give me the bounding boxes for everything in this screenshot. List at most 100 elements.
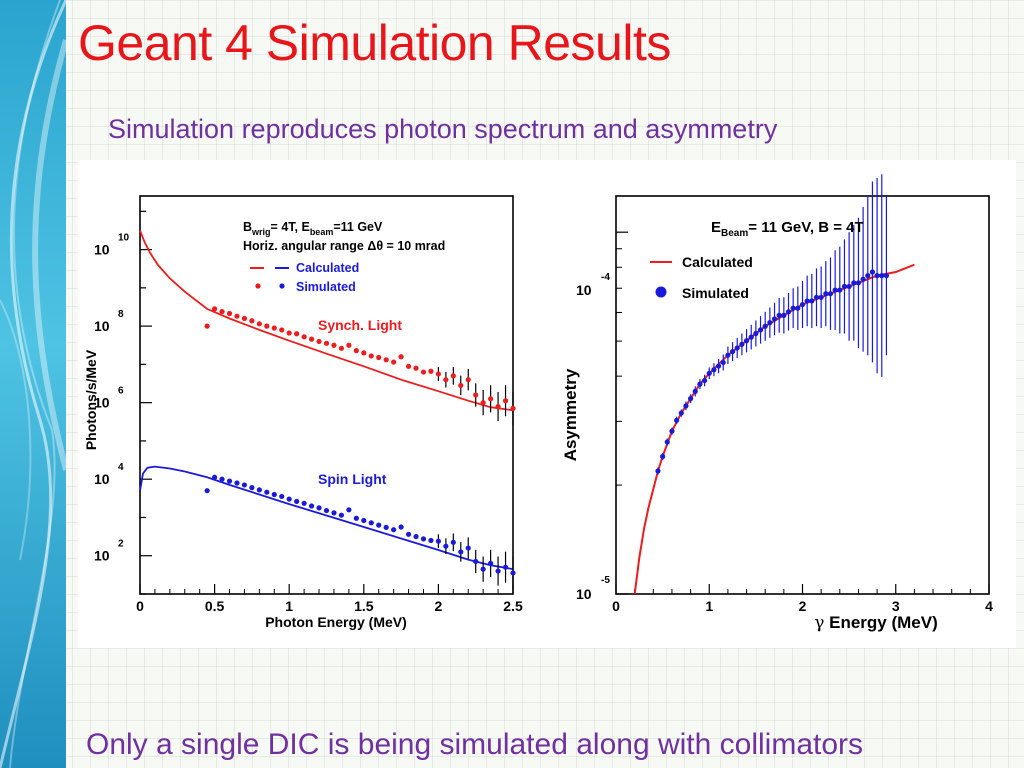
spectrum-legend-calculated: Calculated: [296, 261, 359, 275]
spin-light-simulated-point: [458, 549, 464, 555]
spin-light-simulated-point: [480, 566, 486, 572]
asymmetry-simulated-point: [879, 273, 885, 279]
asymmetry-simulated-point: [781, 312, 787, 318]
asymmetry-x-label: γ Energy (MeV): [814, 613, 938, 633]
spectrum-chart: 0 0.5 1 1.5 2 2.5 10 2 10 4 10 6 10 8 10 10 Bwrig= 4T,…: [83, 195, 523, 630]
asymmetry-xtick-label: 2: [799, 598, 807, 614]
asymmetry-simulated-point: [799, 301, 806, 308]
synch-light-simulated-point: [428, 368, 434, 374]
asymmetry-simulated-point: [655, 468, 661, 474]
spin-light-simulated-point: [226, 478, 233, 484]
asymmetry-simulated-point: [823, 291, 829, 297]
asymmetry-simulated-point: [837, 287, 843, 293]
synch-light-simulated-point: [450, 373, 456, 379]
asymmetry-simulated-point: [883, 273, 890, 279]
synch-light-calculated-curve: [139, 230, 514, 412]
spin-light-simulated-point: [502, 564, 509, 570]
asymmetry-simulated-point: [841, 283, 848, 290]
asymmetry-simulated-point: [674, 417, 680, 423]
spin-light-simulated-point: [346, 507, 352, 513]
spectrum-points: [204, 306, 516, 590]
spin-light-simulated-point: [450, 539, 456, 545]
asymmetry-x-axis: 0 1 2 3 4: [612, 584, 993, 614]
synch-light-simulated-point: [405, 363, 412, 369]
spectrum-ytick-label: 10: [94, 395, 110, 411]
spectrum-ytick-label: 10: [94, 242, 110, 258]
asymmetry-simulated-point: [846, 283, 852, 290]
spin-light-simulated-point: [495, 568, 501, 574]
synch-light-simulated-point: [488, 396, 494, 402]
spin-light-simulated-point: [279, 493, 285, 500]
synch-light-simulated-point: [271, 325, 277, 331]
spin-light-simulated-point: [219, 476, 225, 482]
asymmetry-ytick-exp-bottom: -5: [601, 575, 610, 586]
asymmetry-ytick-base-top: 10: [576, 282, 592, 298]
asymmetry-simulated-point: [711, 367, 717, 373]
spectrum-xtick-label: 2: [435, 598, 443, 614]
spin-light-simulated-point: [383, 524, 389, 531]
asymmetry-simulated-point: [753, 330, 759, 337]
asymmetry-simulated-point: [683, 403, 689, 409]
synch-light-simulated-point: [361, 350, 367, 356]
spin-light-simulated-point: [413, 533, 419, 540]
asymmetry-simulated-point: [720, 359, 726, 366]
sidebar-decoration: [0, 0, 66, 768]
synch-light-label: Synch. Light: [318, 317, 402, 333]
synch-light-simulated-point: [219, 308, 225, 315]
spin-light-simulated-point: [428, 537, 434, 544]
synch-light-simulated-point: [264, 323, 270, 329]
asymmetry-legend-calculated: Calculated: [682, 254, 753, 270]
spectrum-legend-simulated: Simulated: [296, 280, 356, 294]
spectrum-x-axis: 0 0.5 1 1.5 2 2.5: [136, 584, 523, 614]
asymmetry-simulated-point: [734, 345, 740, 351]
synch-light-simulated-point: [502, 398, 509, 404]
asymmetry-xtick-label: 1: [705, 598, 713, 614]
spin-light-simulated-point: [353, 515, 359, 521]
figure-panel: 0 0.5 1 1.5 2 2.5 10 2 10 4 10 6 10 8 10 10 Bwrig= 4T,…: [78, 160, 1016, 648]
asymmetry-simulated-point: [869, 269, 876, 275]
asymmetry-simulated-point: [701, 377, 708, 384]
spin-light-simulated-point: [361, 517, 367, 524]
asymmetry-legend-simulated: Simulated: [682, 285, 749, 301]
synch-light-simulated-point: [495, 403, 501, 410]
spin-light-simulated-point: [323, 507, 330, 514]
asymmetry-simulated-point: [785, 309, 792, 315]
synch-light-simulated-point: [301, 334, 307, 340]
spin-light-simulated-point: [294, 498, 300, 504]
asymmetry-simulated-point: [669, 428, 675, 434]
spectrum-ytick-exp: 4: [118, 462, 124, 473]
synch-light-simulated-point: [323, 340, 330, 346]
spin-light-simulated-point: [376, 522, 382, 528]
spin-light-label: Spin Light: [318, 471, 387, 487]
synch-light-simulated-point: [204, 323, 210, 329]
synch-light-simulated-point: [510, 405, 516, 411]
legend-simulated-blue-dot: [279, 283, 285, 289]
spectrum-curves: [139, 230, 514, 570]
synch-light-simulated-point: [279, 327, 285, 333]
asymmetry-y-label: Asymmetry: [561, 368, 580, 461]
spin-light-simulated-point: [435, 538, 441, 544]
asymmetry-simulated-point: [813, 294, 820, 300]
spectrum-ytick-label: 10: [94, 548, 110, 564]
slide-subtitle: Simulation reproduces photon spectrum an…: [108, 114, 778, 144]
synch-light-simulated-point: [212, 306, 218, 312]
spectrum-xtick-label: 2.5: [503, 598, 523, 614]
spin-light-simulated-point: [510, 570, 516, 576]
asymmetry-simulated-point: [855, 280, 862, 286]
spin-light-simulated-point: [488, 560, 494, 566]
spin-light-simulated-point: [301, 500, 307, 506]
synch-light-simulated-point: [226, 310, 233, 317]
asymmetry-plot-frame: [615, 195, 990, 595]
synch-light-simulated-point: [346, 342, 352, 348]
spin-light-simulated-point: [264, 489, 270, 495]
synch-light-simulated-point: [376, 354, 382, 361]
asymmetry-ytick-exp-top: -4: [601, 272, 610, 283]
spin-light-simulated-point: [212, 474, 218, 480]
spin-light-simulated-point: [204, 488, 210, 494]
spectrum-plot-frame: [139, 195, 514, 595]
synch-light-simulated-point: [331, 342, 337, 348]
spin-light-calculated-curve: [139, 465, 514, 570]
spin-light-simulated-point: [338, 512, 345, 518]
synch-light-simulated-point: [473, 392, 479, 398]
